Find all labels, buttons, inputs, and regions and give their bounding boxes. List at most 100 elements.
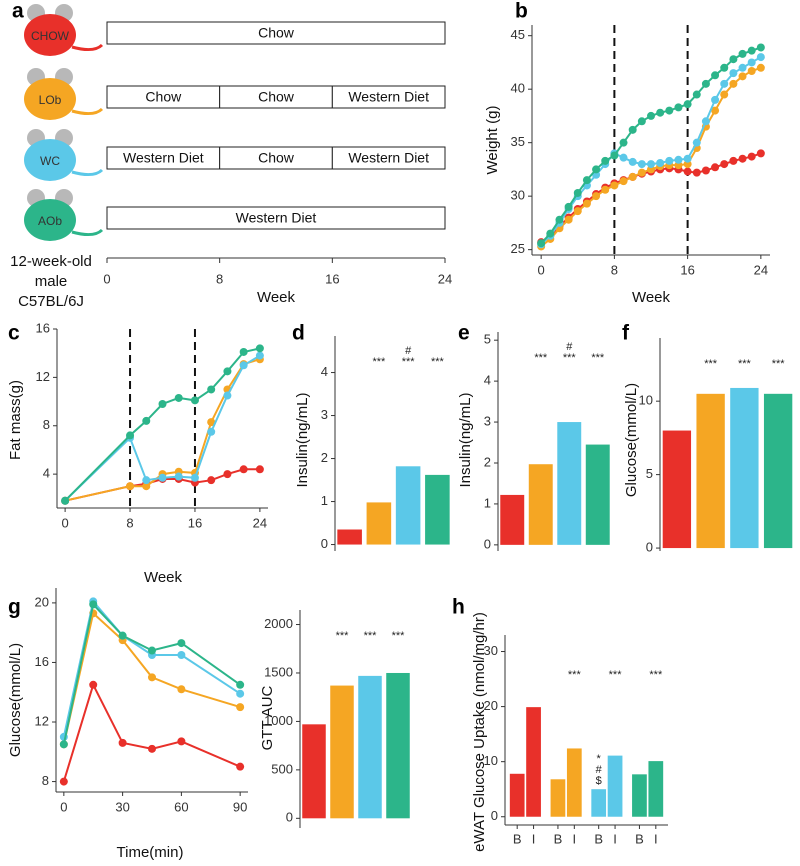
x-tick-label: 30 — [115, 799, 129, 814]
y-axis-label: Glucose(mmol/L) — [7, 643, 24, 757]
data-point — [223, 367, 232, 376]
y-tick-label: 45 — [511, 27, 525, 42]
data-point — [692, 168, 701, 177]
data-point — [255, 344, 264, 353]
y-tick-label: 30 — [484, 643, 498, 658]
y-tick-label: 4 — [484, 373, 491, 388]
data-point — [683, 154, 692, 163]
data-point — [601, 185, 610, 194]
data-point — [692, 90, 701, 99]
bar — [607, 755, 623, 817]
data-point — [582, 176, 591, 185]
diet-segment — [331, 146, 446, 170]
data-point — [738, 72, 747, 81]
series-line — [62, 602, 241, 745]
diet-label: Chow — [258, 25, 295, 41]
y-tick-label: 35 — [511, 134, 525, 149]
data-point — [674, 155, 683, 164]
series-line — [62, 611, 241, 745]
data-point — [573, 188, 582, 197]
data-point — [177, 639, 186, 648]
y-tick-label: 8 — [43, 417, 50, 432]
x-tick-label: I — [654, 831, 658, 846]
data-point — [142, 482, 151, 491]
data-point — [756, 63, 765, 72]
data-point — [720, 160, 729, 169]
data-point — [628, 157, 637, 166]
significance-label: *** — [649, 669, 663, 681]
significance-label: # — [405, 345, 412, 357]
y-axis-label: Weight (g) — [484, 106, 501, 175]
y-tick-label: 12 — [36, 369, 50, 384]
data-point — [756, 53, 765, 62]
data-point — [158, 399, 167, 408]
data-point — [619, 177, 628, 186]
x-tick-label: 16 — [188, 515, 202, 530]
diet-label: Chow — [258, 150, 295, 166]
mouse-tail — [71, 228, 104, 237]
series-line — [64, 468, 260, 502]
y-tick-label: 20 — [484, 698, 498, 713]
data-point — [674, 103, 683, 112]
y-tick-label: 5 — [646, 466, 653, 481]
series-line — [64, 347, 261, 502]
significance-label: *** — [609, 669, 623, 681]
bar — [566, 748, 582, 817]
x-tick-label: B — [594, 831, 603, 846]
y-tick-label: 500 — [271, 761, 293, 776]
mouse-tail — [71, 107, 104, 116]
data-point — [711, 106, 720, 115]
data-point — [59, 740, 68, 749]
bar — [337, 529, 362, 545]
data-point — [637, 117, 646, 126]
panel-letter: f — [622, 322, 630, 345]
mouse-body — [24, 78, 76, 120]
x-tick-label: 60 — [174, 799, 188, 814]
data-point — [174, 393, 183, 402]
data-point — [148, 673, 156, 682]
x-axis-label: Time(min) — [117, 844, 184, 861]
data-point — [738, 154, 747, 163]
data-point — [223, 391, 232, 400]
data-point — [601, 156, 610, 165]
x-tick-label: 24 — [754, 262, 768, 277]
panel-letter: g — [8, 596, 21, 619]
bar — [330, 685, 354, 819]
data-point — [142, 476, 151, 485]
x-tick-label: I — [532, 831, 536, 846]
x-tick-label: 0 — [60, 799, 67, 814]
significance-label: * — [597, 753, 602, 765]
bar — [386, 672, 410, 819]
data-point — [665, 106, 674, 115]
data-point — [89, 600, 98, 609]
y-tick-label: 4 — [321, 364, 328, 379]
x-tick-label: 24 — [253, 515, 267, 530]
data-point — [747, 152, 756, 161]
data-point — [637, 160, 646, 169]
diet-label: Chow — [258, 89, 295, 105]
data-point — [236, 703, 245, 712]
y-tick-label: 1500 — [264, 664, 293, 679]
data-point — [177, 651, 186, 660]
data-point — [239, 361, 248, 370]
bar — [696, 393, 725, 549]
data-point — [236, 762, 245, 771]
group-name: AOb — [38, 214, 62, 228]
data-point — [239, 347, 248, 356]
y-tick-label: 3 — [321, 407, 328, 422]
data-point — [729, 156, 738, 165]
data-point — [619, 153, 628, 162]
data-point — [711, 163, 720, 172]
mouse-body — [24, 199, 76, 241]
y-tick-label: 1 — [484, 495, 491, 510]
x-axis-label: Week — [144, 569, 183, 586]
significance-label: *** — [568, 669, 582, 681]
significance-label: *** — [534, 352, 548, 364]
x-tick-label: B — [513, 831, 522, 846]
significance-label: *** — [372, 356, 386, 368]
significance-label: *** — [364, 630, 378, 642]
bar — [662, 430, 692, 549]
data-point — [148, 646, 156, 655]
bar — [585, 444, 610, 545]
x-tick-label: 8 — [611, 262, 618, 277]
